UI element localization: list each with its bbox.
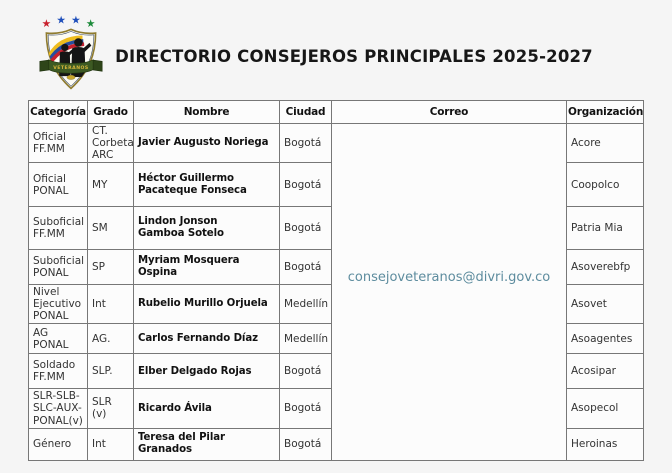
cell-nombre: Rubelio Murillo Orjuela <box>133 284 280 325</box>
cell-organizacion: Asopecol <box>566 388 644 429</box>
cell-ciudad: Bogotá <box>279 249 332 286</box>
cell-grado: AG. <box>87 323 134 355</box>
table-row: Suboficial PONAL SP Myriam Mosquera Ospi… <box>28 249 644 286</box>
directory-table: Categoría Grado Nombre Ciudad Correo Org… <box>28 100 644 461</box>
cell-ciudad: Medellín <box>279 323 332 355</box>
cell-ciudad: Bogotá <box>279 122 332 164</box>
cell-organizacion: Acore <box>566 122 644 164</box>
cell-categoria: Nivel Ejecutivo PONAL <box>28 284 88 325</box>
flag-ribbon <box>47 35 83 57</box>
col-header-nombre: Nombre <box>133 100 280 124</box>
cell-organizacion: Heroinas <box>566 427 644 461</box>
cell-nombre: Myriam Mosquera Ospina <box>133 249 280 286</box>
col-header-ciudad: Ciudad <box>279 100 332 124</box>
cell-nombre: Carlos Fernando Díaz <box>133 323 280 355</box>
cell-ciudad: Bogotá <box>279 353 332 390</box>
cell-nombre: Héctor Guillermo Pacateque Fonseca <box>133 162 280 208</box>
star-icon: ★ <box>71 14 81 27</box>
table-row: Oficial PONAL MY Héctor Guillermo Pacate… <box>28 162 644 208</box>
cell-nombre: Javier Augusto Noriega <box>133 122 280 164</box>
cell-categoria: AG PONAL <box>28 323 88 355</box>
col-header-grado: Grado <box>87 100 134 124</box>
cell-grado: MY <box>87 162 134 208</box>
cell-organizacion: Acosipar <box>566 353 644 390</box>
col-header-organizacion: Organización <box>566 100 644 124</box>
veteranos-shield-logo: ★ ★ ★ ★ <box>30 12 112 96</box>
cell-nombre: Ricardo Ávila <box>133 388 280 429</box>
cell-grado: SM <box>87 206 134 251</box>
cell-organizacion: Coopolco <box>566 162 644 208</box>
table-row: SLR-SLB- SLC-AUX- PONAL(v) SLR (v) Ricar… <box>28 388 644 429</box>
email-link[interactable]: consejoveteranos@divri.gov.co <box>347 270 551 286</box>
cell-nombre: Teresa del Pilar Granados <box>133 427 280 461</box>
table-row: Género Int Teresa del Pilar Granados Bog… <box>28 427 644 461</box>
cell-categoria: Soldado FF.MM <box>28 353 88 390</box>
cell-grado: SP <box>87 249 134 286</box>
cell-categoria: Oficial FF.MM <box>28 122 88 164</box>
veteranos-banner: VETERANOS <box>39 59 103 80</box>
table-row: Oficial FF.MM CT. Corbeta ARC Javier Aug… <box>28 122 644 461</box>
cell-categoria: Género <box>28 427 88 461</box>
col-header-categoria: Categoría <box>28 100 88 124</box>
cell-ciudad: Medellín <box>279 284 332 325</box>
cell-organizacion: Asoagentes <box>566 323 644 355</box>
cell-organizacion: Patria Mia <box>566 206 644 251</box>
cell-correo: consejoveteranos@divri.gov.co <box>331 123 567 461</box>
star-icon: ★ <box>42 17 52 30</box>
cell-categoria: Suboficial PONAL <box>28 249 88 286</box>
cell-ciudad: Bogotá <box>279 206 332 251</box>
cell-ciudad: Bogotá <box>279 162 332 208</box>
cell-grado: Int <box>87 284 134 325</box>
cell-nombre: Lindon Jonson Gamboa Sotelo <box>133 206 280 251</box>
cell-grado: SLP. <box>87 353 134 390</box>
cell-grado: CT. Corbeta ARC <box>87 122 134 164</box>
table-row: Soldado FF.MM SLP. Elber Delgado Rojas B… <box>28 353 644 390</box>
star-icon: ★ <box>86 17 96 30</box>
cell-organizacion: Asovet <box>566 284 644 325</box>
table-row: AG PONAL AG. Carlos Fernando Díaz Medell… <box>28 323 644 355</box>
cell-categoria: Suboficial FF.MM <box>28 206 88 251</box>
table-row: Nivel Ejecutivo PONAL Int Rubelio Murill… <box>28 284 644 325</box>
header-row: Categoría Grado Nombre Ciudad Correo Org… <box>28 100 644 124</box>
cell-grado: SLR (v) <box>87 388 134 429</box>
col-header-correo: Correo <box>331 100 567 124</box>
cell-organizacion: Asoverebfp <box>566 249 644 286</box>
banner-text: VETERANOS <box>53 65 88 71</box>
cell-categoria: SLR-SLB- SLC-AUX- PONAL(v) <box>28 388 88 429</box>
page-title: DIRECTORIO CONSEJEROS PRINCIPALES 2025-2… <box>115 47 593 66</box>
star-icon: ★ <box>56 14 66 27</box>
cell-categoria: Oficial PONAL <box>28 162 88 208</box>
cell-nombre: Elber Delgado Rojas <box>133 353 280 390</box>
cell-ciudad: Bogotá <box>279 427 332 461</box>
cell-grado: Int <box>87 427 134 461</box>
shield-logo-graphic: ★ ★ ★ ★ <box>39 14 103 90</box>
cell-ciudad: Bogotá <box>279 388 332 429</box>
